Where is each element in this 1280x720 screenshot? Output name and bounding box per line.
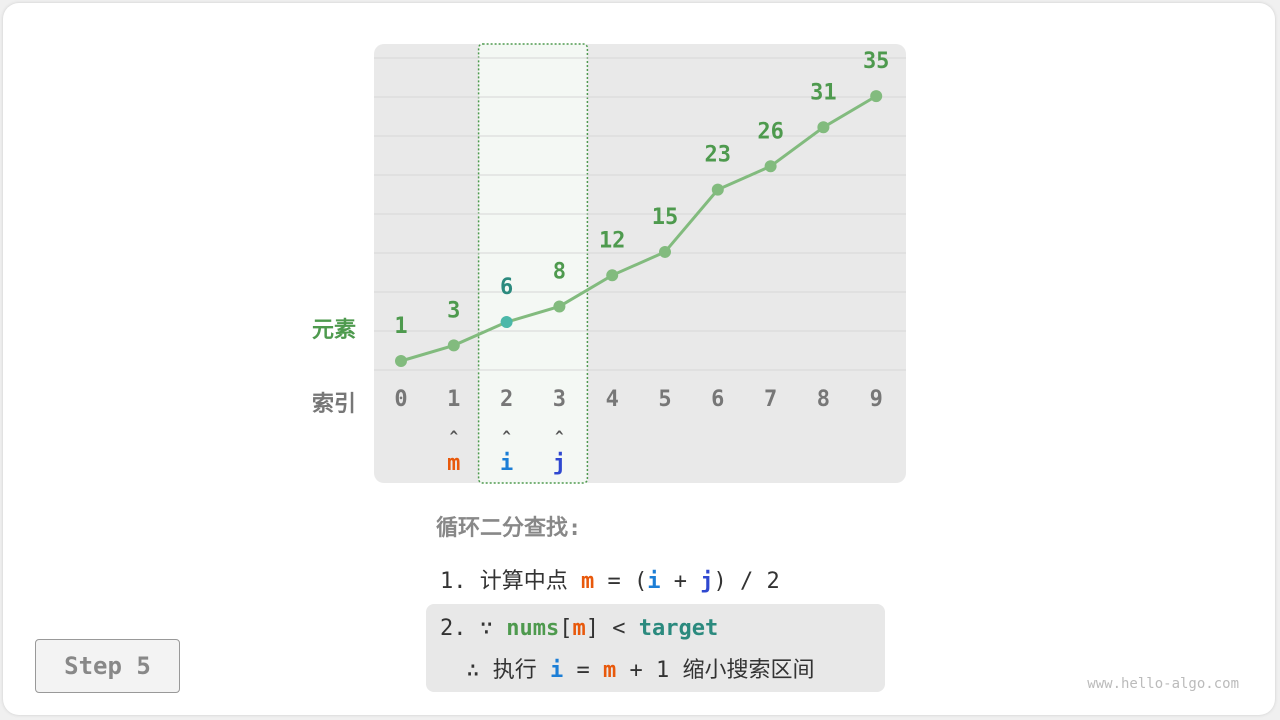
index-label: 8 [817,387,830,412]
value-label: 26 [757,119,784,144]
watermark: www.hello-algo.com [1087,676,1239,692]
index-label: 0 [394,387,407,412]
value-label: 31 [810,80,837,105]
search-range-box [477,43,589,484]
index-label: 7 [764,387,777,412]
step-line-1: 1. 计算中点 m = (i + j) / 2 [440,569,780,594]
series-line [400,94,877,363]
data-point [764,160,777,173]
data-point [606,269,619,282]
value-label: 23 [705,143,732,168]
index-label: 9 [870,387,883,412]
pointer-arrow: ^ [502,429,511,445]
value-label: 15 [652,205,679,230]
index-label: 3 [553,387,566,412]
index-label: 5 [658,387,671,412]
highlight-box [426,604,885,692]
value-label: 6 [500,275,513,300]
data-point [711,183,724,196]
step-button[interactable]: Step 5 [35,639,180,693]
data-point [447,339,460,352]
element-row-label: 元素 [312,318,357,343]
value-label: 3 [447,298,460,323]
pointer-i: i [500,451,513,476]
data-point [870,90,883,103]
value-label: 12 [599,228,626,253]
pointer-arrow: ^ [450,429,459,445]
index-label: 4 [606,387,619,412]
value-label: 35 [863,49,890,74]
data-point [395,355,407,367]
index-row-label: 索引 [312,392,357,417]
step-line-2: 2. ∵ nums[m] < target [440,616,719,641]
data-point [500,316,513,329]
step-line-3: ∴ 执行 i = m + 1 缩小搜索区间 [466,658,815,683]
index-label: 2 [500,387,513,412]
title: 循环二分查找: [436,516,582,541]
value-label: 1 [394,314,407,339]
data-point [659,245,671,258]
data-point [817,121,830,134]
data-point [553,300,566,313]
pointer-j: j [553,451,566,476]
pointer-arrow: ^ [555,429,564,445]
index-label: 1 [447,387,460,412]
index-label: 6 [711,387,724,412]
pointer-m: m [447,451,460,476]
value-label: 8 [553,259,566,284]
